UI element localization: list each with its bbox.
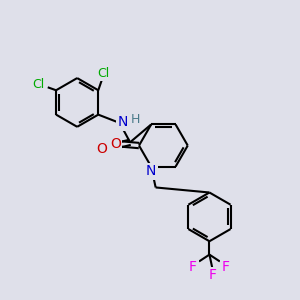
Text: H: H [130,113,140,126]
Text: O: O [110,137,121,151]
Text: F: F [189,260,197,274]
Text: F: F [208,268,216,282]
Text: Cl: Cl [97,67,110,80]
Text: O: O [97,142,108,156]
Text: N: N [146,164,156,178]
Text: N: N [118,116,128,129]
Text: F: F [222,260,230,274]
Text: Cl: Cl [33,78,45,92]
